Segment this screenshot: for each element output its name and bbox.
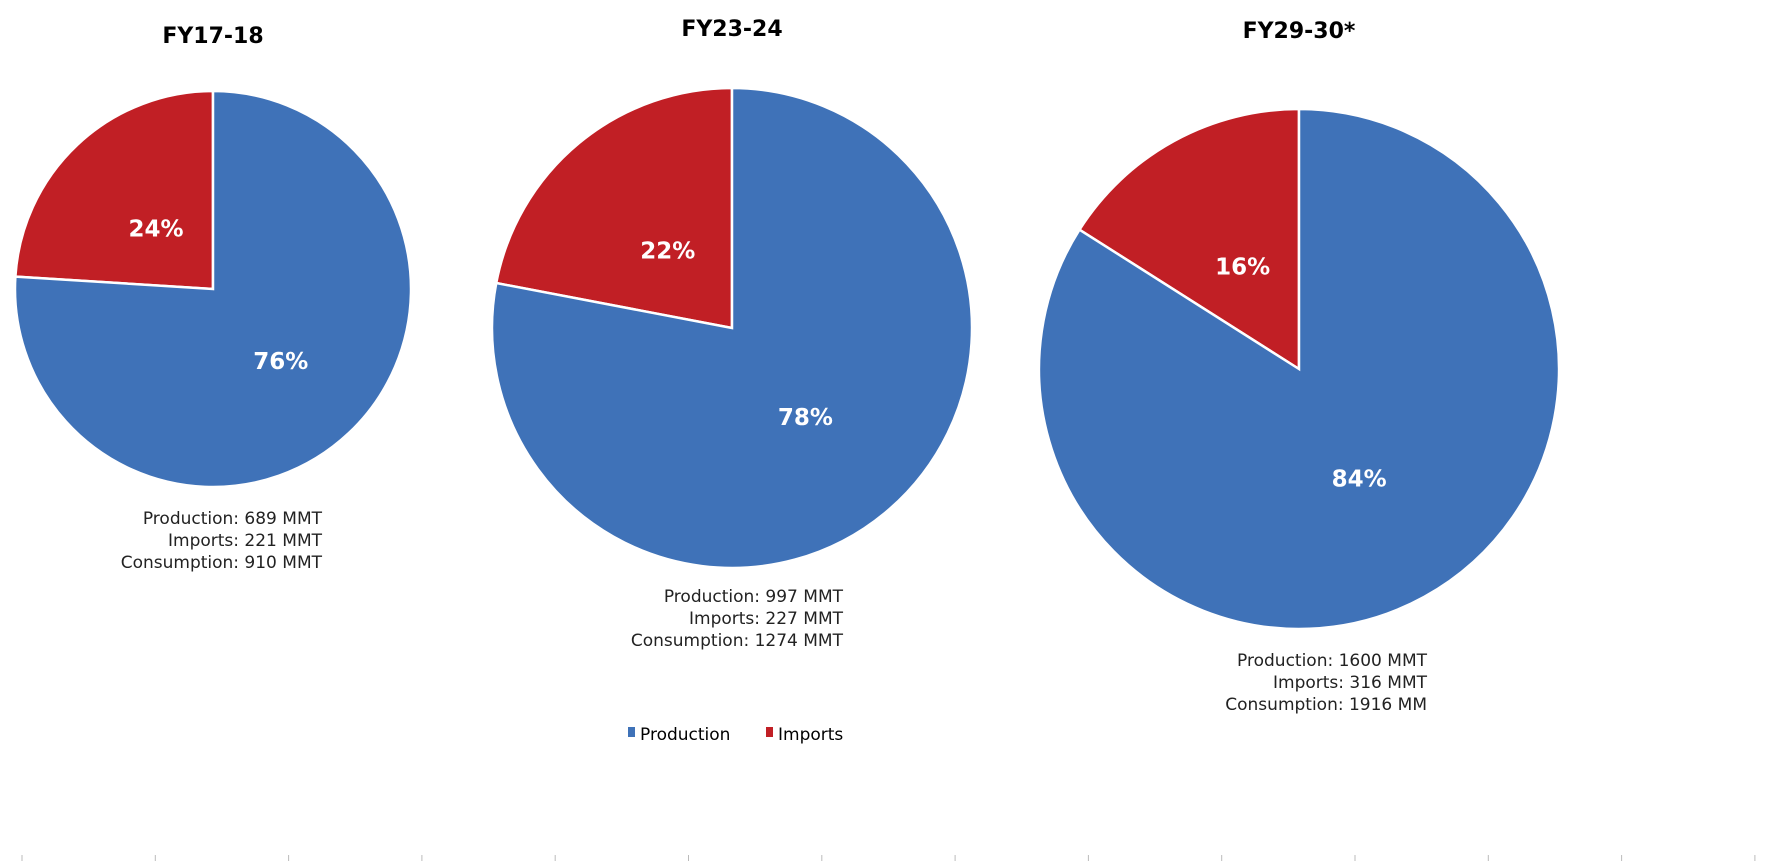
pie-info-line: Production: 997 MMT [664,587,844,607]
pie-1: FY17-18 24% 76% Production: 689 MMTImports:… [13,24,413,573]
legend-label-production: Production [640,725,730,745]
slice-label-production: 78% [778,405,833,431]
pie-info-line: Production: 1600 MMT [1237,651,1428,671]
slice-imports [1077,107,1301,372]
slice-imports [14,89,215,291]
pie-title: FY17-18 [162,24,263,49]
pie-title: FY29-30* [1243,19,1356,44]
slice-production [1037,107,1561,631]
pie-3: FY29-30* 16% 84% Production: 1600 MMTImport… [1037,19,1561,715]
pie-info-line: Consumption: 1916 MM [1225,695,1427,715]
pie-2: FY23-24 22% 78% Production: 997 MMTImports:… [490,17,974,651]
slice-label-production: 84% [1332,466,1387,492]
slice-label-production: 76% [253,349,308,375]
legend-swatch-imports [766,727,773,737]
pie-info-line: Imports: 316 MMT [1273,673,1428,693]
slice-production [13,89,413,489]
legend-swatch-production [628,727,635,737]
slice-label-imports: 24% [129,216,184,242]
slice-label-imports: 16% [1215,254,1270,280]
slice-label-imports: 22% [640,238,695,264]
pie-info-line: Imports: 227 MMT [689,609,844,629]
pie-info-line: Consumption: 910 MMT [121,553,323,573]
legend: Production Imports [628,725,843,745]
slice-production [490,86,974,570]
slice-imports [494,86,734,330]
pie-info-line: Production: 689 MMT [143,509,323,529]
pie-info-line: Consumption: 1274 MMT [631,631,844,651]
legend-label-imports: Imports [778,725,843,745]
pie-title: FY23-24 [681,17,782,42]
pie-info-line: Imports: 221 MMT [168,531,323,551]
